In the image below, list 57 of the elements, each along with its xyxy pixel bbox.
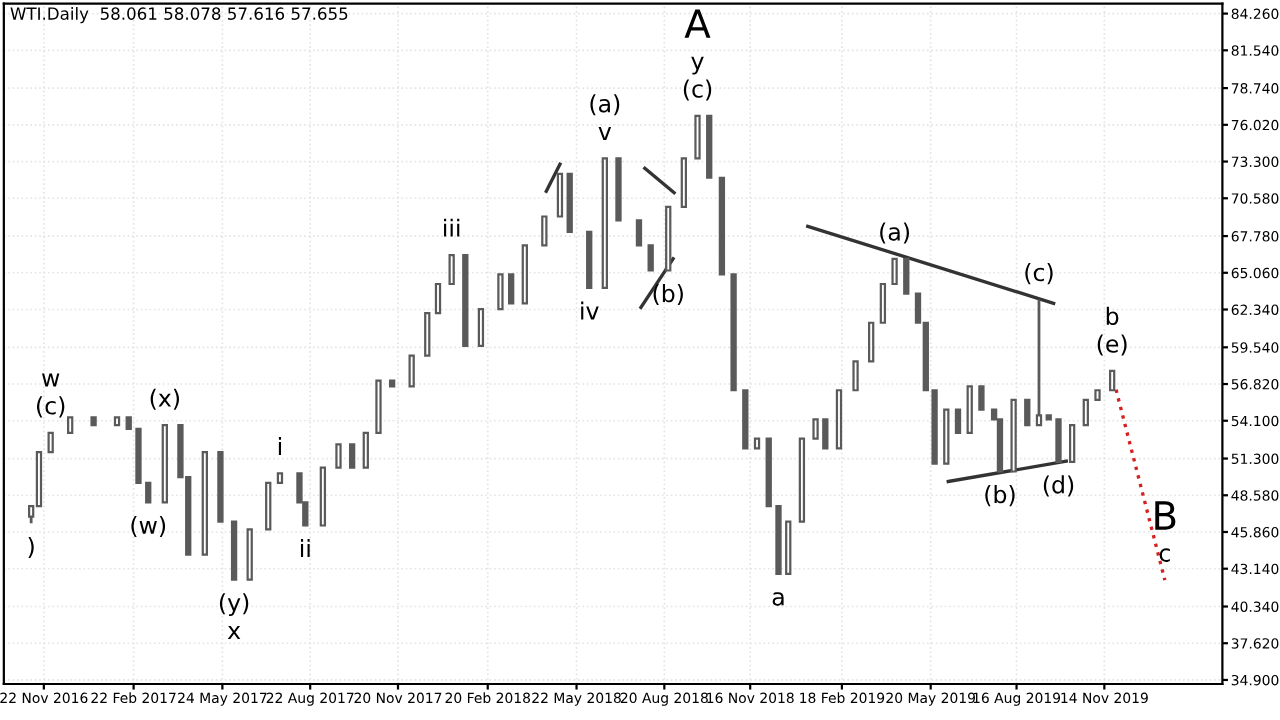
candlestick	[47, 431, 54, 454]
candlestick	[448, 253, 455, 286]
annotation: (a)	[880, 222, 910, 244]
candlestick	[1109, 369, 1116, 392]
candlestick	[647, 244, 654, 272]
annotation: ii	[300, 539, 310, 558]
annotation: b	[1106, 306, 1119, 326]
candlestick	[362, 431, 369, 469]
candlestick	[966, 385, 973, 434]
candlestick	[635, 219, 643, 247]
chart-title: WTI.Daily 58.061 58.078 57.616 57.655	[10, 7, 348, 24]
candlestick	[408, 354, 415, 388]
annotation: w	[42, 373, 60, 387]
candlestick	[694, 114, 701, 160]
annotation: (b)	[653, 284, 683, 306]
annotation: B	[1155, 501, 1176, 530]
annotation: (c)	[683, 79, 712, 101]
annotation: )	[28, 536, 34, 558]
candlestick	[265, 481, 272, 531]
annotation: (e)	[1097, 334, 1127, 356]
annotation: i	[278, 436, 282, 455]
candlestick	[954, 408, 962, 434]
candlestick	[556, 172, 564, 218]
candlestick	[879, 282, 887, 324]
annotation: (a)	[590, 94, 620, 116]
candlestick	[891, 257, 898, 286]
annotation: (x)	[150, 388, 179, 410]
candlestick	[1024, 398, 1031, 427]
candlestick	[1035, 298, 1043, 427]
annotation: (c)	[37, 396, 65, 418]
candlestick	[434, 282, 442, 315]
candlestick	[508, 273, 515, 305]
annotation: A	[684, 9, 711, 38]
candlestick	[868, 321, 875, 363]
annotation: y	[691, 56, 704, 75]
candlestick	[978, 385, 985, 411]
candlestick	[348, 443, 356, 469]
candlestick	[852, 360, 859, 392]
annotation: (b)	[985, 485, 1015, 507]
annotation: (c)	[1025, 263, 1053, 285]
annotation: c	[1159, 548, 1170, 562]
candlestick	[477, 307, 485, 347]
annotation: iv	[581, 301, 599, 320]
candlestick	[541, 215, 548, 247]
annotation: v	[598, 127, 612, 140]
candlestick	[1068, 423, 1076, 463]
candlestick	[903, 257, 910, 295]
annotation: (y)	[219, 593, 249, 617]
annotation: (w)	[131, 515, 166, 537]
candlestick	[424, 311, 431, 357]
candlestick	[497, 273, 504, 311]
candlestick	[1082, 398, 1089, 427]
candlestick	[335, 443, 342, 469]
annotation: iii	[444, 218, 460, 237]
annotation: a	[772, 592, 784, 606]
annotation: x	[227, 626, 241, 639]
annotation: (d)	[1043, 475, 1074, 497]
